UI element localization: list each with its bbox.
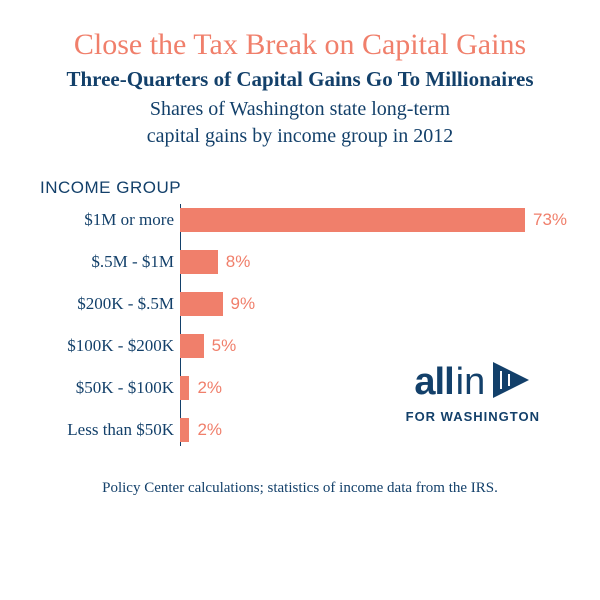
bar-track: 73% [180,208,570,232]
logo-subtext: FOR WASHINGTON [406,409,540,424]
main-title: Close the Tax Break on Capital Gains [30,28,570,61]
bar-fill [180,418,189,442]
bar-fill [180,376,189,400]
subtitle: Three-Quarters of Capital Gains Go To Mi… [30,67,570,92]
footer-source: Policy Center calculations; statistics o… [30,480,570,497]
bar-row: $200K - $.5M 9% [40,292,570,316]
allin-logo: allin FOR WASHINGTON [406,360,540,424]
bar-value: 2% [197,420,222,440]
bar-fill [180,208,525,232]
bar-value: 73% [533,210,567,230]
y-axis-line [180,204,181,446]
bar-label: Less than $50K [40,420,180,440]
bar-value: 5% [212,336,237,356]
bar-fill [180,292,223,316]
description: Shares of Washington state long-term cap… [30,96,570,150]
bar-row: $.5M - $1M 8% [40,250,570,274]
bar-value: 9% [231,294,256,314]
bar-label: $.5M - $1M [40,252,180,272]
infographic-container: Close the Tax Break on Capital Gains Thr… [0,0,600,517]
column-header: INCOME GROUP [40,178,570,198]
desc-line-2: capital gains by income group in 2012 [147,125,454,147]
bar-value: 8% [226,252,251,272]
desc-line-1: Shares of Washington state long-term [150,98,450,120]
bar-row: $1M or more 73% [40,208,570,232]
bar-track: 8% [180,250,570,274]
bar-fill [180,334,204,358]
bar-value: 2% [197,378,222,398]
bar-fill [180,250,218,274]
logo-text-in: in [456,361,486,404]
bar-label: $100K - $200K [40,336,180,356]
bar-label: $1M or more [40,210,180,230]
play-triangle-icon [491,360,531,405]
bar-label: $200K - $.5M [40,294,180,314]
logo-text-all: all [414,361,453,404]
bar-track: 5% [180,334,570,358]
bar-label: $50K - $100K [40,378,180,398]
bar-track: 9% [180,292,570,316]
logo-top-row: allin [406,360,540,405]
bar-row: $100K - $200K 5% [40,334,570,358]
